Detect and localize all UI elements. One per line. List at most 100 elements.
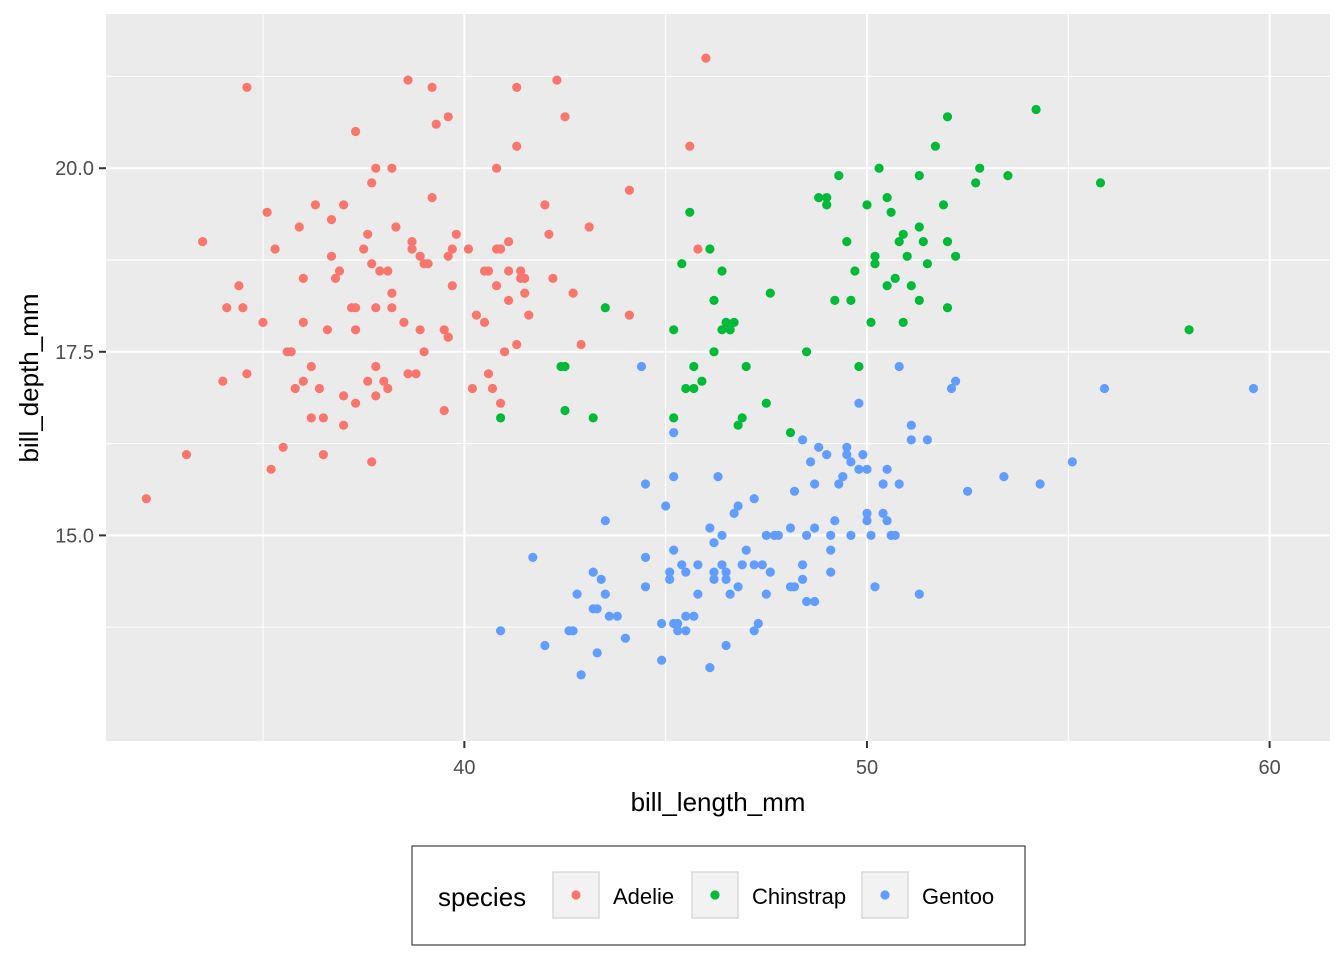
data-point-gentoo [858, 450, 868, 460]
data-point-gentoo [657, 618, 667, 629]
data-point-chinstrap [737, 413, 747, 423]
data-point-gentoo [922, 435, 933, 445]
data-point-chinstrap [975, 163, 985, 173]
x-tick-label: 60 [1258, 757, 1280, 779]
data-point-gentoo [810, 479, 820, 489]
x-axis-title: bill_length_mm [631, 787, 806, 817]
data-point-gentoo [681, 611, 691, 621]
data-point-gentoo [733, 501, 743, 511]
data-point-adelie [431, 119, 441, 129]
data-point-adelie [266, 464, 276, 474]
data-point-gentoo [669, 545, 679, 555]
data-point-gentoo [834, 479, 844, 489]
data-point-adelie [492, 244, 502, 254]
data-point-adelie [383, 383, 393, 394]
data-point-adelie [318, 413, 328, 423]
data-point-gentoo [737, 560, 747, 570]
data-point-gentoo [814, 442, 824, 452]
data-point-gentoo [576, 670, 586, 680]
data-point-gentoo [810, 523, 820, 533]
data-point-gentoo [689, 611, 699, 621]
data-point-adelie [371, 163, 381, 173]
data-point-adelie [222, 303, 232, 313]
data-point-adelie [298, 317, 308, 327]
data-point-adelie [318, 450, 328, 460]
data-point-chinstrap [874, 163, 884, 173]
data-point-chinstrap [1003, 171, 1013, 181]
y-tick-label: 15.0 [55, 525, 94, 547]
data-point-gentoo [693, 589, 703, 599]
data-point-gentoo [677, 560, 687, 570]
data-point-gentoo [640, 479, 651, 489]
data-point-chinstrap [1095, 178, 1106, 188]
data-point-gentoo [496, 626, 506, 636]
data-point-adelie [339, 391, 349, 401]
data-point-chinstrap [697, 376, 707, 386]
data-point-gentoo [661, 501, 671, 511]
data-point-adelie [339, 200, 349, 210]
data-point-adelie [540, 200, 550, 210]
data-point-adelie [419, 347, 429, 357]
legend-title: species [438, 882, 526, 912]
data-point-adelie [701, 53, 711, 63]
y-axis-title: bill_depth_mm [14, 293, 44, 462]
data-point-adelie [496, 398, 506, 408]
data-point-adelie [492, 281, 502, 291]
data-point-adelie [334, 266, 345, 276]
data-point-chinstrap [600, 303, 610, 313]
data-point-adelie [504, 295, 514, 305]
data-point-gentoo [951, 376, 961, 386]
data-point-adelie [298, 273, 308, 283]
data-point-adelie [141, 494, 151, 504]
data-point-chinstrap [814, 193, 824, 203]
data-point-gentoo [914, 589, 924, 599]
data-point-chinstrap [922, 259, 933, 269]
data-point-adelie [516, 266, 526, 276]
data-point-gentoo [705, 663, 715, 673]
data-point-gentoo [842, 442, 852, 452]
data-point-gentoo [705, 523, 715, 533]
data-point-adelie [624, 310, 635, 320]
data-point-chinstrap [717, 325, 727, 335]
y-axis: 15.0 17.5 20.0 [55, 158, 106, 547]
data-point-adelie [278, 442, 288, 452]
data-point-gentoo [709, 574, 719, 585]
data-point-gentoo [802, 530, 812, 541]
x-tick-label: 40 [453, 757, 475, 779]
data-point-chinstrap [785, 428, 796, 438]
x-tick-label: 50 [856, 757, 878, 779]
data-point-adelie [520, 273, 530, 283]
data-point-adelie [504, 266, 514, 276]
data-point-gentoo [665, 574, 675, 585]
legend-label-chinstrap: Chinstrap [752, 884, 846, 909]
legend: species Adelie Chinstrap Gentoo [411, 845, 1026, 946]
data-point-chinstrap [1031, 104, 1041, 115]
data-point-adelie [387, 288, 397, 298]
data-point-adelie [367, 178, 377, 188]
data-point-gentoo [709, 538, 719, 548]
legend-label-adelie: Adelie [613, 884, 674, 909]
data-point-adelie [467, 383, 477, 394]
data-point-adelie [520, 288, 530, 298]
data-point-gentoo [810, 596, 820, 607]
data-point-gentoo [761, 530, 771, 541]
data-point-adelie [584, 222, 594, 232]
data-point-gentoo [894, 361, 904, 372]
data-point-adelie [415, 325, 425, 335]
data-point-gentoo [866, 530, 876, 541]
data-point-adelie [423, 259, 433, 269]
data-point-gentoo [721, 574, 731, 585]
data-point-gentoo [757, 560, 767, 570]
data-point-gentoo [568, 626, 578, 636]
data-point-gentoo [894, 479, 904, 489]
data-point-gentoo [721, 640, 731, 651]
data-point-chinstrap [842, 237, 852, 247]
data-point-gentoo [540, 640, 550, 651]
data-point-chinstrap [725, 325, 735, 335]
data-point-gentoo [528, 552, 538, 563]
data-point-adelie [479, 317, 490, 327]
data-point-adelie [504, 237, 514, 247]
data-point-adelie [330, 273, 341, 283]
data-points [141, 53, 1259, 680]
data-point-chinstrap [930, 141, 941, 151]
